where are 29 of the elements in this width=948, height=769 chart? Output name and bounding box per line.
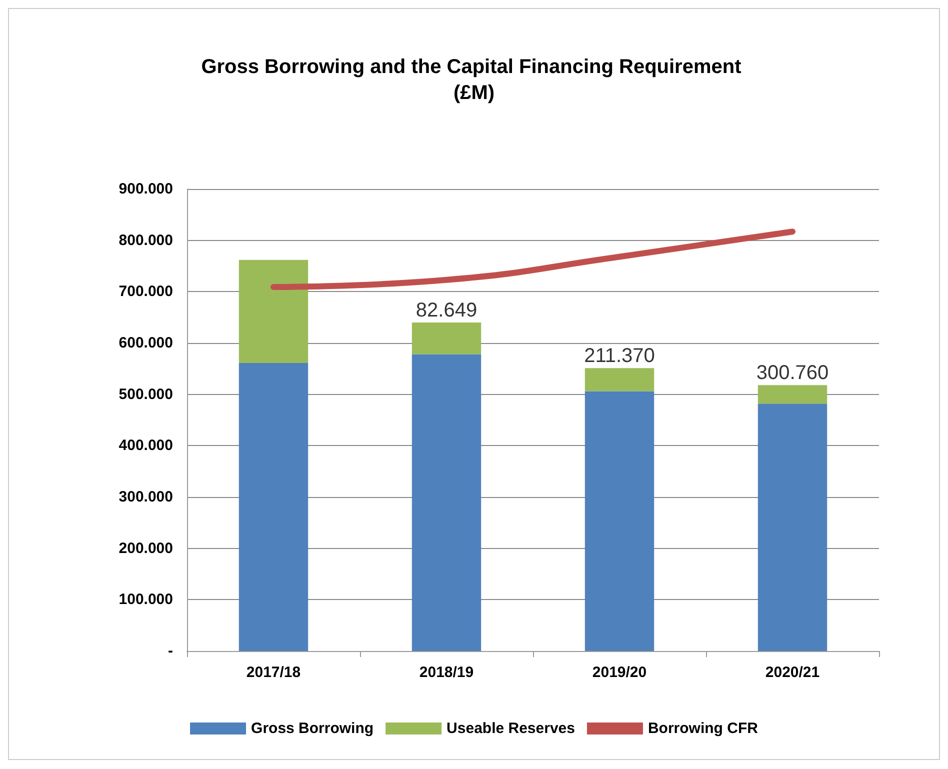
annotation: 82.649 [416,299,478,322]
bar [412,354,482,651]
y-tick-label: 800.000 [118,232,173,249]
x-tick-label: 2020/21 [765,664,820,681]
y-tick-label: 700.000 [118,283,173,300]
y-tick-label: 900.000 [118,180,173,198]
bar [238,363,308,651]
y-tick-label: 100.000 [118,591,173,608]
y-tick-label: 300.000 [118,488,173,506]
x-tick-label: 2017/18 [246,664,301,681]
bar [584,391,654,651]
legend-label: Gross Borrowing [251,720,374,737]
bar [758,385,828,404]
y-tick-label: 500.000 [118,386,173,403]
bar [238,260,308,364]
legend-label: Borrowing CFR [648,720,758,737]
bar [758,404,828,651]
y-tick-label: 400.000 [118,437,173,454]
x-tick-label: 2018/19 [419,664,474,681]
annotation: 300.760 [756,362,829,384]
y-tick-label: - [168,642,173,660]
legend-label: Useable Reserves [446,720,575,737]
bar [412,322,482,354]
y-tick-label: 200.000 [118,540,173,557]
bar [584,368,654,392]
annotation: 211.370 [584,345,655,368]
y-tick-label: 600.000 [118,334,173,352]
chart-title: Gross Borrowing and the Capital Financing Requirement (£M) [201,56,747,104]
x-tick-label: 2019/20 [592,664,647,681]
